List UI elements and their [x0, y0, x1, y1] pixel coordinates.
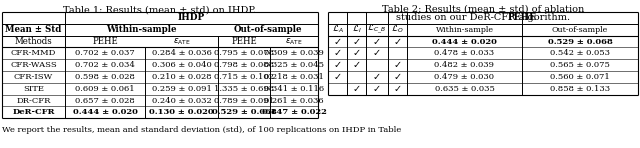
- Text: SITE: SITE: [23, 85, 44, 93]
- Text: 0.858 ± 0.133: 0.858 ± 0.133: [550, 85, 610, 93]
- Text: ✓: ✓: [333, 60, 342, 70]
- Text: Within-sample: Within-sample: [435, 26, 493, 34]
- Text: Within-sample: Within-sample: [106, 25, 177, 34]
- Text: ✓: ✓: [373, 72, 381, 82]
- Text: 0.635 ± 0.035: 0.635 ± 0.035: [435, 85, 495, 93]
- Text: PEHE: PEHE: [231, 37, 257, 46]
- Text: IHDP: IHDP: [178, 13, 205, 22]
- Text: ✓: ✓: [394, 37, 401, 46]
- Text: ✓: ✓: [353, 84, 360, 94]
- Text: ✓: ✓: [333, 48, 342, 58]
- Text: Methods: Methods: [15, 37, 52, 46]
- Text: $\mathcal{L}_I$: $\mathcal{L}_I$: [351, 24, 362, 36]
- Text: Out-of-sample: Out-of-sample: [552, 26, 608, 34]
- Text: 0.218 ± 0.031: 0.218 ± 0.031: [264, 73, 324, 81]
- Text: $\mathcal{L}_A$: $\mathcal{L}_A$: [332, 24, 344, 36]
- Text: We report the results, mean and standard deviation (std), of 100 replications on: We report the results, mean and standard…: [2, 126, 401, 134]
- Text: $\epsilon_{\mathrm{ATE}}$: $\epsilon_{\mathrm{ATE}}$: [285, 36, 303, 47]
- Text: Mean ± Std: Mean ± Std: [5, 25, 61, 34]
- Text: 0.798 ± 0.088: 0.798 ± 0.088: [214, 61, 274, 69]
- Text: 0.529 ± 0.068: 0.529 ± 0.068: [212, 108, 276, 116]
- Text: 0.341 ± 0.116: 0.341 ± 0.116: [264, 85, 324, 93]
- Text: 0.542 ± 0.053: 0.542 ± 0.053: [550, 49, 610, 57]
- Text: 0.789 ± 0.091: 0.789 ± 0.091: [214, 96, 274, 104]
- Text: ✓: ✓: [353, 37, 360, 46]
- Text: CFR-ISW: CFR-ISW: [14, 73, 53, 81]
- Text: ✓: ✓: [394, 72, 401, 82]
- Text: 0.795 ± 0.078: 0.795 ± 0.078: [214, 49, 274, 57]
- Text: 0.240 ± 0.032: 0.240 ± 0.032: [152, 96, 211, 104]
- Text: 0.147 ± 0.022: 0.147 ± 0.022: [262, 108, 326, 116]
- Text: 1.335 ± 0.698: 1.335 ± 0.698: [214, 85, 274, 93]
- Text: ✓: ✓: [333, 72, 342, 82]
- Text: $\epsilon_{\mathrm{ATE}}$: $\epsilon_{\mathrm{ATE}}$: [173, 36, 191, 47]
- Text: 0.130 ± 0.020: 0.130 ± 0.020: [149, 108, 214, 116]
- Text: 0.210 ± 0.028: 0.210 ± 0.028: [152, 73, 211, 81]
- Text: Table 1: Results (mean ± std) on IHDP.: Table 1: Results (mean ± std) on IHDP.: [63, 5, 257, 15]
- Text: 0.261 ± 0.036: 0.261 ± 0.036: [264, 96, 324, 104]
- Text: CFR-WASS: CFR-WASS: [10, 61, 57, 69]
- Text: 0.444 ± 0.020: 0.444 ± 0.020: [72, 108, 138, 116]
- Text: DR-CFR: DR-CFR: [16, 96, 51, 104]
- Text: ✓: ✓: [373, 84, 381, 94]
- Text: 0.284 ± 0.036: 0.284 ± 0.036: [152, 49, 211, 57]
- Text: DeR-CFR: DeR-CFR: [12, 108, 55, 116]
- Text: Out-of-sample: Out-of-sample: [234, 25, 302, 34]
- Text: ✓: ✓: [394, 60, 401, 70]
- Text: 0.309 ± 0.039: 0.309 ± 0.039: [264, 49, 324, 57]
- Text: 0.715 ± 0.102: 0.715 ± 0.102: [214, 73, 274, 81]
- Text: $\mathcal{L}_O$: $\mathcal{L}_O$: [391, 24, 404, 36]
- Text: 0.609 ± 0.061: 0.609 ± 0.061: [75, 85, 135, 93]
- Text: studies on our DeR-CFR algorithm.: studies on our DeR-CFR algorithm.: [396, 13, 570, 22]
- Text: ✓: ✓: [394, 84, 401, 94]
- Text: 0.657 ± 0.028: 0.657 ± 0.028: [75, 96, 135, 104]
- Text: 0.560 ± 0.071: 0.560 ± 0.071: [550, 73, 610, 81]
- Text: 0.325 ± 0.045: 0.325 ± 0.045: [264, 61, 324, 69]
- Text: PEHE: PEHE: [508, 13, 537, 22]
- Text: 0.482 ± 0.039: 0.482 ± 0.039: [435, 61, 495, 69]
- Text: 0.259 ± 0.091: 0.259 ± 0.091: [152, 85, 211, 93]
- Text: ✓: ✓: [353, 60, 360, 70]
- Text: 0.598 ± 0.028: 0.598 ± 0.028: [75, 73, 135, 81]
- Text: ✓: ✓: [373, 37, 381, 46]
- Text: CFR-MMD: CFR-MMD: [11, 49, 56, 57]
- Text: 0.479 ± 0.030: 0.479 ± 0.030: [435, 73, 495, 81]
- Text: ✓: ✓: [373, 48, 381, 58]
- Text: 0.306 ± 0.040: 0.306 ± 0.040: [152, 61, 211, 69]
- Text: PEHE: PEHE: [92, 37, 118, 46]
- Text: Table 2: Results (mean ± std) of ablation: Table 2: Results (mean ± std) of ablatio…: [382, 5, 584, 14]
- Text: ✓: ✓: [353, 48, 360, 58]
- Text: 0.702 ± 0.034: 0.702 ± 0.034: [75, 61, 135, 69]
- Text: 0.565 ± 0.075: 0.565 ± 0.075: [550, 61, 610, 69]
- Text: $\mathcal{L}_{C\_B}$: $\mathcal{L}_{C\_B}$: [367, 23, 387, 36]
- Text: 0.702 ± 0.037: 0.702 ± 0.037: [75, 49, 135, 57]
- Text: ✓: ✓: [333, 37, 342, 46]
- Text: 0.529 ± 0.068: 0.529 ± 0.068: [548, 37, 612, 45]
- Text: 0.478 ± 0.033: 0.478 ± 0.033: [435, 49, 495, 57]
- Text: 0.444 ± 0.020: 0.444 ± 0.020: [432, 37, 497, 45]
